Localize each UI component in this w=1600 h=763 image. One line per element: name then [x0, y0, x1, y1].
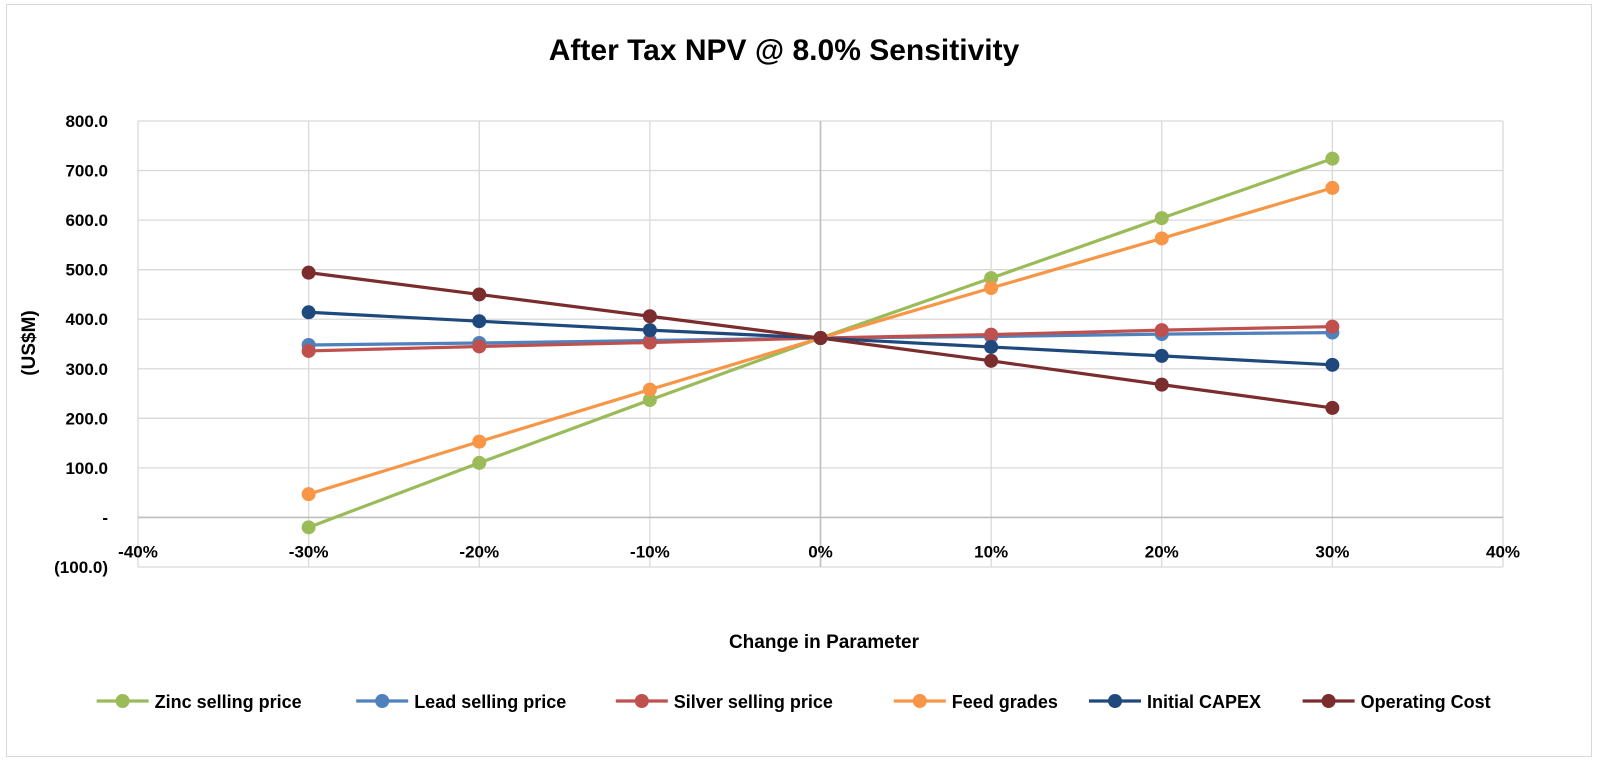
y-tick-label: 100.0	[65, 459, 108, 478]
data-point-silver-selling-price	[984, 327, 999, 342]
data-point-initial-capex	[472, 314, 487, 329]
data-point-operating-cost	[301, 265, 316, 280]
legend-swatch-marker	[634, 694, 649, 708]
legend-swatch-marker	[1321, 694, 1336, 708]
data-point-zinc-selling-price	[984, 271, 999, 286]
x-tick-label: -40%	[118, 542, 158, 561]
data-point-zinc-selling-price	[301, 520, 316, 535]
data-point-silver-selling-price	[642, 335, 657, 350]
y-tick-label: -	[102, 508, 108, 527]
data-point-silver-selling-price	[1325, 319, 1340, 334]
y-tick-label: 500.0	[65, 261, 108, 280]
legend-swatch-marker	[115, 694, 130, 708]
x-tick-label: -10%	[630, 542, 670, 561]
legend-swatch-marker	[375, 694, 390, 708]
x-axis-ticks: -40% -30% -20% -10% 0% 10% 20% 30% 40%	[118, 542, 1520, 561]
data-point-zinc-selling-price	[1154, 211, 1169, 226]
data-point-feed-grades	[984, 281, 999, 296]
legend-item-feed-grades: Feed grades	[893, 692, 1058, 712]
y-tick-label: 400.0	[65, 310, 108, 329]
legend-label: Silver selling price	[674, 692, 833, 712]
x-tick-label: 30%	[1315, 542, 1349, 561]
legend-item-initial-capex: Initial CAPEX	[1089, 692, 1261, 712]
data-point-operating-cost	[813, 331, 828, 346]
data-point-initial-capex	[1154, 348, 1169, 363]
legend-swatch-marker	[912, 694, 927, 708]
series-group	[301, 151, 1340, 535]
y-axis-title: (US$M)	[19, 310, 40, 375]
legend-label: Zinc selling price	[155, 692, 302, 712]
x-tick-label: 0%	[808, 542, 833, 561]
x-tick-label: 10%	[974, 542, 1008, 561]
data-point-operating-cost	[1325, 400, 1340, 415]
y-axis-ticks: 800.0 700.0 600.0 500.0 400.0 300.0 200.0 100.0…	[54, 112, 108, 577]
data-point-zinc-selling-price	[472, 455, 487, 470]
x-axis-title: Change in Parameter	[729, 632, 920, 653]
legend-swatch-marker	[1108, 694, 1122, 708]
x-tick-label: 40%	[1486, 542, 1520, 561]
legend-label: Initial CAPEX	[1147, 692, 1261, 712]
data-point-operating-cost	[642, 309, 657, 324]
y-tick-label: 700.0	[65, 162, 108, 181]
data-point-silver-selling-price	[472, 339, 487, 354]
data-point-initial-capex	[1325, 357, 1340, 372]
data-point-initial-capex	[301, 305, 316, 320]
data-point-operating-cost	[472, 287, 487, 302]
legend-label: Lead selling price	[414, 692, 566, 712]
data-point-feed-grades	[301, 487, 316, 502]
legend-item-zinc-selling-price: Zinc selling price	[96, 692, 302, 712]
legend-item-lead-selling-price: Lead selling price	[356, 692, 566, 712]
chart-title: After Tax NPV @ 8.0% Sensitivity	[549, 34, 1020, 67]
legend-item-operating-cost: Operating Cost	[1302, 692, 1491, 712]
chart-frame	[6, 4, 1592, 757]
data-point-initial-capex	[984, 339, 999, 354]
data-point-feed-grades	[472, 434, 487, 449]
y-tick-label: (100.0)	[54, 558, 108, 577]
legend: Zinc selling price Lead selling price Silv…	[96, 692, 1491, 712]
data-point-zinc-selling-price	[1325, 151, 1340, 166]
data-point-silver-selling-price	[301, 343, 316, 358]
data-point-initial-capex	[642, 323, 657, 338]
y-tick-label: 600.0	[65, 211, 108, 230]
data-point-feed-grades	[1154, 231, 1169, 246]
x-tick-label: -30%	[289, 542, 329, 561]
series-operating-cost	[301, 265, 1340, 415]
data-point-feed-grades	[642, 382, 657, 397]
legend-label: Operating Cost	[1361, 692, 1491, 712]
legend-item-silver-selling-price: Silver selling price	[615, 692, 833, 712]
data-point-operating-cost	[984, 353, 999, 368]
data-point-zinc-selling-price	[642, 392, 657, 407]
x-tick-label: -20%	[459, 542, 499, 561]
y-tick-label: 300.0	[65, 360, 108, 379]
data-point-operating-cost	[1154, 377, 1169, 392]
x-tick-label: 20%	[1145, 542, 1179, 561]
grid	[137, 120, 1504, 568]
legend-label: Feed grades	[952, 692, 1058, 712]
data-point-feed-grades	[1325, 180, 1340, 195]
data-point-silver-selling-price	[1154, 323, 1169, 338]
y-tick-label: 200.0	[65, 409, 108, 428]
y-tick-label: 800.0	[65, 112, 108, 131]
